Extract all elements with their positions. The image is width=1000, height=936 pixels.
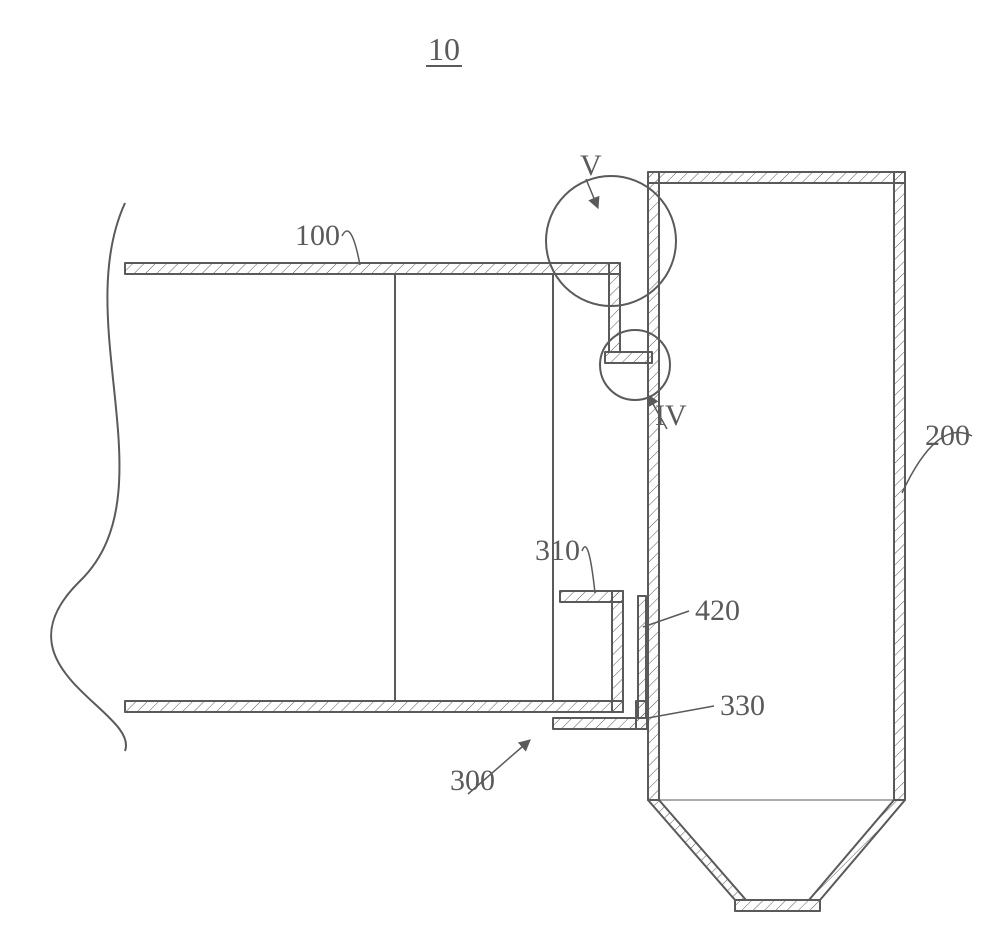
- label-300: 300: [450, 764, 495, 797]
- label-V: V: [580, 149, 602, 182]
- patent-figure: 10V100IV200310420330300: [0, 0, 1000, 936]
- label-100: 100: [295, 219, 340, 252]
- label-420: 420: [695, 594, 740, 627]
- label-330: 330: [720, 689, 765, 722]
- figure-number: 10: [428, 31, 460, 67]
- label-310: 310: [535, 534, 580, 567]
